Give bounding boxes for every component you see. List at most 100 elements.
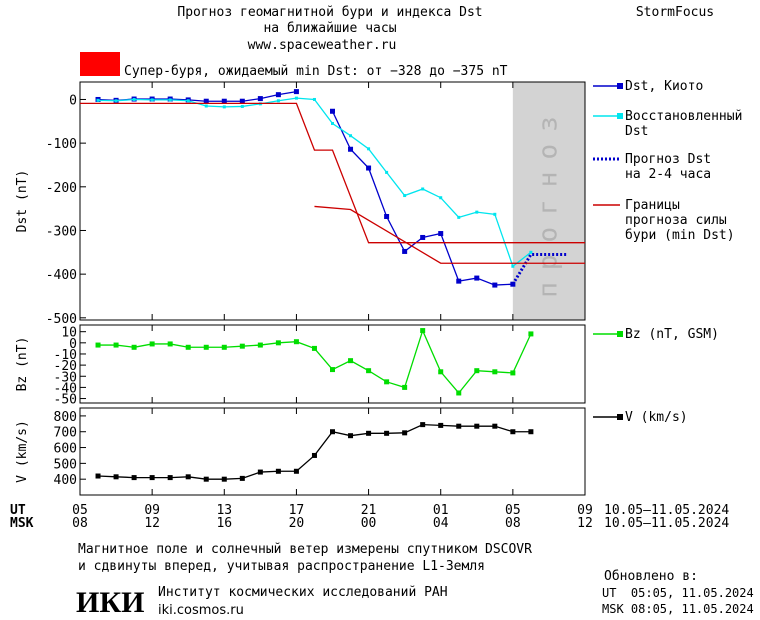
x-tick-label-msk: 08	[72, 516, 88, 531]
point	[402, 384, 408, 390]
x-tick-label: 17	[289, 503, 305, 518]
point	[366, 368, 372, 374]
updated: MSK 08:05, 11.05.2024	[602, 602, 754, 616]
point	[186, 99, 190, 103]
series-line	[98, 90, 513, 286]
legend-marker	[617, 113, 623, 119]
point	[456, 423, 462, 429]
x-tick-label-msk: 20	[289, 516, 305, 531]
note: Магнитное поле и солнечный ветер измерен…	[78, 542, 532, 557]
legend-label: прогноза силы	[625, 213, 727, 228]
y-tick-label: -500	[46, 312, 77, 327]
point	[348, 433, 354, 439]
plot-frame	[79, 81, 586, 321]
point	[528, 331, 534, 337]
point	[384, 430, 390, 436]
point	[131, 344, 137, 350]
point	[95, 342, 101, 348]
point	[367, 147, 371, 151]
y-tick-label: -30	[54, 370, 77, 385]
y-tick-label: -100	[46, 137, 77, 152]
point	[384, 379, 390, 385]
point	[149, 475, 155, 481]
point	[456, 278, 462, 284]
point	[510, 429, 516, 435]
point	[511, 264, 515, 268]
point	[529, 250, 533, 254]
title: на ближайшие часы	[263, 21, 396, 36]
x-tick-label: 21	[361, 503, 377, 518]
point	[457, 215, 461, 219]
y-tick-label: 10	[61, 326, 77, 341]
y-tick-label: -20	[54, 359, 77, 374]
point	[385, 170, 389, 174]
point	[221, 344, 227, 350]
point	[474, 368, 480, 374]
legend-label: Dst, Киото	[625, 79, 703, 94]
point	[492, 423, 498, 429]
date-range: 10.05–11.05.2024	[604, 503, 729, 518]
point	[474, 275, 480, 281]
point	[330, 108, 335, 114]
y-tick-label: -200	[46, 181, 77, 196]
point	[403, 194, 407, 198]
point	[185, 474, 191, 480]
point	[331, 121, 334, 125]
logo: ИКИ	[76, 586, 144, 619]
site: iki.cosmos.ru	[158, 603, 244, 618]
point	[203, 476, 209, 482]
point	[149, 341, 155, 347]
point	[95, 473, 101, 479]
point	[221, 98, 227, 104]
x-tick-label: 05	[505, 503, 521, 518]
y-tick-label: 0	[69, 93, 77, 108]
point	[204, 104, 208, 108]
alert-text: Супер-буря, ожидаемый min Dst: от −328 д…	[124, 64, 508, 79]
point	[311, 452, 317, 458]
updated-label: Обновлено в:	[604, 569, 698, 584]
point	[275, 468, 281, 474]
y-tick-label: 500	[54, 457, 77, 472]
point	[420, 422, 426, 428]
point	[349, 134, 353, 138]
point	[438, 369, 444, 375]
point	[114, 99, 118, 103]
point	[348, 358, 354, 364]
series-line	[98, 423, 531, 480]
point	[167, 475, 173, 481]
updated: UT 05:05, 11.05.2024	[602, 586, 754, 600]
point	[420, 234, 426, 240]
point	[239, 98, 245, 104]
point	[348, 146, 354, 152]
point	[293, 468, 299, 474]
point	[438, 422, 444, 428]
series-line	[80, 102, 585, 244]
point	[257, 469, 263, 475]
y-tick-label: -40	[54, 381, 77, 396]
legend-label: Прогноз Dst	[625, 152, 711, 167]
series-line	[98, 328, 532, 394]
x-tick-label: 05	[72, 503, 88, 518]
point	[222, 105, 226, 109]
y-tick-label: 700	[54, 426, 77, 441]
point	[132, 97, 136, 101]
date-range: 10.05–11.05.2024	[604, 516, 729, 531]
series-line	[314, 205, 585, 264]
legend-label: Восстановленный	[625, 109, 742, 124]
point	[475, 210, 479, 214]
y-tick-label: 600	[54, 442, 77, 457]
point	[275, 92, 281, 98]
y-axis-label: Dst (nT)	[15, 170, 30, 233]
alert-box	[80, 52, 120, 76]
y-axis-label: V (km/s)	[15, 420, 30, 483]
y-tick-label: -400	[46, 268, 77, 283]
point	[384, 214, 390, 220]
title: Прогноз геомагнитной бури и индекса Dst	[177, 5, 482, 20]
y-tick-label: -10	[54, 348, 77, 363]
point	[510, 370, 516, 376]
y-tick-label: 800	[54, 410, 77, 425]
legend-label: Bz (nT, GSM)	[625, 327, 719, 342]
point	[167, 341, 173, 347]
point	[402, 430, 408, 436]
